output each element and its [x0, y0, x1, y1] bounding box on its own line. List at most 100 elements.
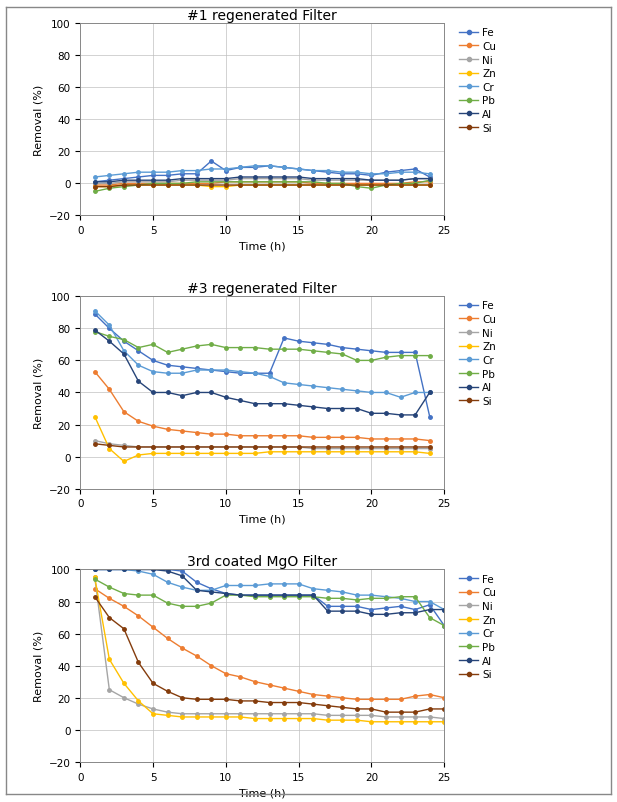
Al — [368, 176, 375, 186]
Al — [237, 396, 244, 406]
Fe — [222, 367, 230, 377]
Title: #1 regenerated Filter: #1 regenerated Filter — [188, 9, 337, 23]
Pb — [149, 590, 157, 600]
Line: Pb: Pb — [93, 330, 431, 363]
Legend: Fe, Cu, Ni, Zn, Cr, Pb, Al, Si: Fe, Cu, Ni, Zn, Cr, Pb, Al, Si — [455, 297, 500, 411]
Ni — [251, 443, 259, 452]
Pb — [207, 598, 215, 608]
Cr — [251, 369, 259, 379]
Ni — [397, 712, 404, 722]
Ni — [426, 175, 433, 184]
Pb — [193, 602, 201, 611]
Zn — [106, 654, 113, 664]
Al — [135, 565, 142, 574]
Ni — [251, 175, 259, 184]
Fe — [149, 172, 157, 181]
Zn — [310, 448, 317, 457]
Al — [295, 401, 302, 411]
Cu — [426, 690, 433, 699]
Cu — [353, 433, 360, 443]
Cr — [339, 385, 346, 395]
Cr — [207, 366, 215, 375]
Al — [237, 173, 244, 183]
Ni — [426, 712, 433, 722]
Ni — [368, 176, 375, 186]
Cr — [237, 164, 244, 173]
Fe — [178, 566, 186, 576]
Pb — [135, 590, 142, 600]
Cu — [135, 611, 142, 621]
Cu — [178, 643, 186, 653]
Pb — [251, 343, 259, 353]
Si — [237, 181, 244, 191]
Fe — [339, 343, 346, 353]
Pb — [135, 343, 142, 353]
Zn — [353, 715, 360, 725]
Zn — [193, 449, 201, 459]
Cu — [397, 435, 404, 444]
Fe — [397, 167, 404, 176]
Al — [339, 606, 346, 616]
Pb — [412, 351, 419, 361]
Cr — [353, 387, 360, 396]
Al — [280, 590, 288, 600]
Fe — [120, 175, 128, 184]
Fe — [310, 338, 317, 348]
Fe — [295, 165, 302, 175]
Zn — [106, 183, 113, 192]
Zn — [251, 181, 259, 191]
Zn — [120, 678, 128, 688]
Cr — [251, 162, 259, 172]
Zn — [383, 448, 390, 457]
Line: Ni: Ni — [93, 576, 446, 720]
Pb — [106, 582, 113, 592]
Cr — [120, 346, 128, 356]
Ni — [310, 176, 317, 186]
Al — [193, 175, 201, 184]
Fe — [164, 565, 172, 574]
Al — [106, 337, 113, 346]
Ni — [222, 709, 230, 719]
Ni — [91, 436, 99, 446]
Si — [91, 592, 99, 602]
Zn — [266, 448, 273, 457]
Legend: Fe, Cu, Ni, Zn, Cr, Pb, Al, Si: Fe, Cu, Ni, Zn, Cr, Pb, Al, Si — [455, 24, 500, 138]
Cr — [412, 168, 419, 178]
Al — [295, 590, 302, 600]
Fe — [339, 170, 346, 180]
Zn — [280, 448, 288, 457]
Pb — [295, 592, 302, 602]
Fe — [324, 168, 331, 178]
Al — [368, 610, 375, 619]
Cu — [266, 680, 273, 690]
Si — [106, 183, 113, 192]
Fe — [106, 324, 113, 334]
Zn — [280, 181, 288, 191]
Zn — [222, 712, 230, 722]
Fe — [353, 170, 360, 180]
Cr — [324, 167, 331, 176]
Zn — [426, 449, 433, 459]
Cr — [353, 168, 360, 178]
Zn — [237, 181, 244, 191]
Si — [266, 443, 273, 452]
Fe — [237, 590, 244, 600]
Zn — [295, 181, 302, 191]
Ni — [412, 444, 419, 454]
Fe — [251, 590, 259, 600]
Cr — [178, 582, 186, 592]
Ni — [310, 444, 317, 454]
Line: Zn: Zn — [93, 184, 431, 189]
Fe — [280, 334, 288, 343]
Fe — [324, 602, 331, 611]
Zn — [383, 717, 390, 727]
Al — [353, 606, 360, 616]
Zn — [193, 181, 201, 191]
Cr — [266, 372, 273, 382]
Pb — [120, 183, 128, 192]
Fe — [441, 621, 448, 630]
Cr — [295, 380, 302, 390]
Al — [251, 590, 259, 600]
Pb — [164, 598, 172, 608]
Cr — [120, 170, 128, 180]
